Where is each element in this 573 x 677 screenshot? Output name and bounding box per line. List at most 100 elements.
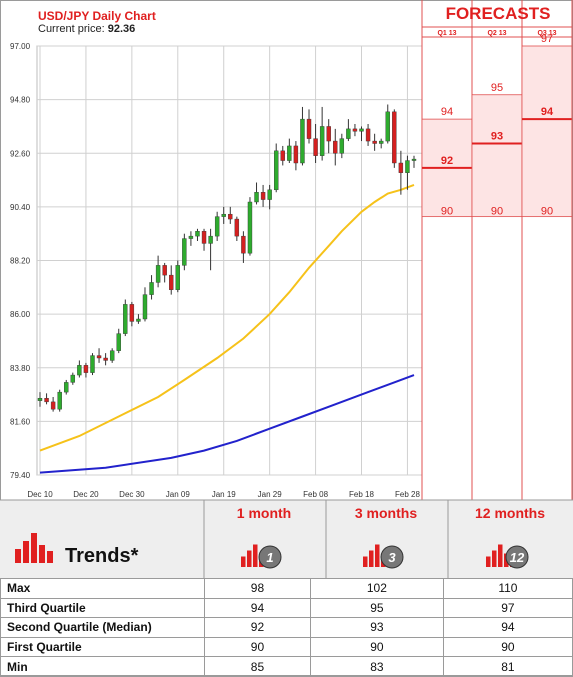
candle-body bbox=[339, 138, 345, 154]
bar-icon-bar bbox=[15, 549, 21, 563]
candle-body bbox=[169, 274, 174, 290]
candle-body bbox=[260, 192, 266, 200]
y-tick-label: 92.60 bbox=[10, 149, 31, 158]
horizon-badge-circle bbox=[505, 545, 529, 569]
bar-icon-bar bbox=[31, 533, 37, 563]
candle-body bbox=[136, 318, 141, 322]
bar-icon-bar bbox=[498, 544, 503, 567]
candle-body bbox=[333, 140, 338, 154]
candle-body bbox=[142, 294, 148, 320]
bar-icon-bar bbox=[363, 556, 368, 567]
cell-value: 110 bbox=[442, 578, 573, 599]
cell-value: 95 bbox=[309, 597, 444, 619]
y-tick-label: 94.80 bbox=[10, 96, 31, 105]
candle-body bbox=[103, 357, 108, 361]
cell-value: 90 bbox=[442, 636, 573, 658]
price-label: Current price: bbox=[38, 23, 105, 35]
horizon-badge-number: 1 bbox=[266, 550, 273, 565]
x-tick-label: Jan 09 bbox=[166, 490, 191, 499]
bar-icon-bar bbox=[39, 545, 45, 563]
forecast-mid-label: 92 bbox=[441, 155, 453, 167]
candle-body bbox=[247, 201, 253, 254]
candle-body bbox=[155, 265, 161, 283]
y-tick-label: 86.00 bbox=[10, 310, 31, 319]
cell-value: 90 bbox=[309, 636, 444, 658]
forecast-low-label: 90 bbox=[541, 206, 553, 218]
candle-body bbox=[346, 128, 351, 139]
candle-body bbox=[208, 235, 213, 244]
candle-body bbox=[287, 145, 292, 161]
candle-body bbox=[293, 145, 299, 164]
candle-body bbox=[64, 382, 69, 393]
candle-body bbox=[378, 140, 384, 144]
candle-body bbox=[96, 355, 102, 359]
x-tick-label: Dec 10 bbox=[27, 490, 53, 499]
cell-value: 93 bbox=[309, 617, 444, 638]
moving-averages bbox=[39, 183, 415, 474]
candle-body bbox=[57, 391, 62, 410]
candle-body bbox=[221, 213, 226, 217]
x-tick-label: Dec 30 bbox=[119, 490, 145, 499]
candle-body bbox=[44, 398, 49, 403]
candle-body bbox=[37, 398, 43, 401]
row-label: Second Quartile (Median) bbox=[0, 617, 205, 638]
y-tick-label: 90.40 bbox=[10, 203, 31, 212]
candle-body bbox=[411, 158, 417, 161]
cell-value: 81 bbox=[442, 656, 573, 677]
ma-short-line bbox=[39, 183, 415, 452]
forecast-high-label: 95 bbox=[491, 82, 503, 94]
forecast-quarter-label: Q1 13 bbox=[437, 30, 456, 37]
price-grid bbox=[36, 45, 423, 476]
cell-value: 98 bbox=[204, 578, 311, 599]
trends-bar-icon bbox=[15, 533, 53, 563]
candle-body bbox=[300, 118, 305, 164]
x-tick-label: Feb 18 bbox=[349, 490, 374, 499]
table-row: Min 85 83 81 bbox=[0, 656, 573, 677]
candle-body bbox=[352, 128, 358, 132]
candle-body bbox=[359, 128, 364, 132]
trend-area: 1 3 12 bbox=[0, 499, 573, 578]
candle-body bbox=[319, 126, 325, 156]
candle-body bbox=[313, 138, 318, 156]
trends-table: Max 98 102 110 Third Quartile 94 95 97 S… bbox=[0, 578, 573, 677]
candle-body bbox=[267, 189, 272, 200]
y-tick-label: 83.80 bbox=[10, 364, 31, 373]
chart-title: USD/JPY Daily Chart bbox=[38, 9, 156, 23]
forecast-quarter-label: Q3 13 bbox=[537, 30, 556, 37]
candle-body bbox=[175, 265, 180, 290]
candle-body bbox=[214, 216, 220, 237]
candle-body bbox=[228, 213, 233, 220]
cell-value: 94 bbox=[204, 597, 311, 619]
candle-body bbox=[234, 218, 240, 237]
candle-body bbox=[280, 150, 285, 161]
cell-value: 102 bbox=[309, 578, 444, 599]
candle-body bbox=[405, 160, 410, 173]
y-tick-label: 79.40 bbox=[10, 471, 31, 480]
candle-body bbox=[201, 231, 207, 244]
bar-icon-bar bbox=[492, 550, 497, 567]
current-price: Current price: 92.36 bbox=[38, 23, 135, 35]
axis-labels: 97.00 94.80 92.60 90.40 88.20 86.00 83.80 81.60… bbox=[10, 42, 420, 499]
row-label: First Quartile bbox=[0, 636, 205, 658]
candles bbox=[37, 104, 417, 412]
forecast-quarter-label: Q2 13 bbox=[487, 30, 506, 37]
x-tick-label: Feb 28 bbox=[395, 490, 420, 499]
x-tick-label: Jan 29 bbox=[258, 490, 283, 499]
bar-icon-bar bbox=[369, 550, 374, 567]
table-row: Max 98 102 110 bbox=[0, 578, 573, 599]
y-tick-label: 88.20 bbox=[10, 257, 31, 266]
candle-body bbox=[188, 235, 194, 239]
row-label: Third Quartile bbox=[0, 597, 205, 619]
cell-value: 94 bbox=[442, 617, 573, 638]
forecast-range bbox=[471, 94, 523, 218]
candle-body bbox=[365, 128, 371, 142]
candle-body bbox=[398, 162, 404, 173]
candle-body bbox=[162, 265, 167, 276]
candle-body bbox=[50, 401, 56, 410]
candle-body bbox=[254, 192, 259, 203]
y-tick-label: 81.60 bbox=[10, 417, 31, 426]
trends-label: Trends* bbox=[65, 545, 139, 567]
candle-body bbox=[241, 235, 246, 254]
